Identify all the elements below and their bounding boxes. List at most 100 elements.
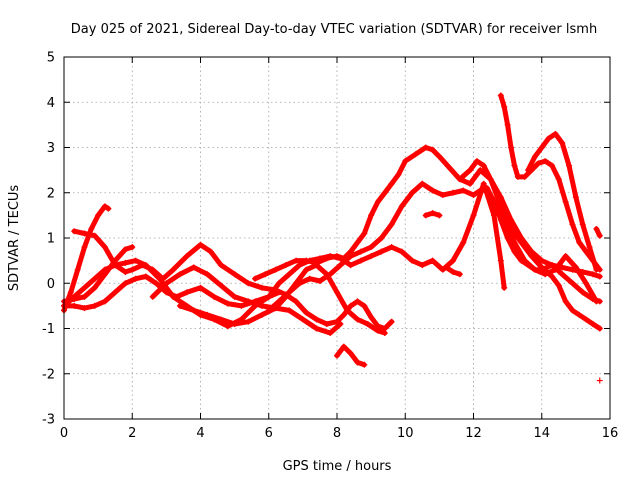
data-point <box>286 271 293 278</box>
data-point <box>296 280 303 287</box>
data-point <box>190 307 197 314</box>
data-point <box>473 158 480 165</box>
y-tick-label: 2 <box>47 186 55 201</box>
data-point <box>422 212 429 219</box>
data-point <box>548 273 555 280</box>
data-point <box>252 275 259 282</box>
data-point <box>91 232 98 239</box>
data-point <box>344 307 351 314</box>
data-point <box>555 282 562 289</box>
data-point <box>190 264 197 271</box>
data-point <box>81 305 88 312</box>
data-point <box>265 293 272 300</box>
data-point <box>398 248 405 255</box>
data-point <box>132 257 139 264</box>
data-point <box>368 244 375 251</box>
data-point <box>572 194 579 201</box>
y-axis-label: SDTVAR / TECUs <box>7 185 22 292</box>
data-point <box>388 221 395 228</box>
x-axis-label: GPS time / hours <box>283 459 392 474</box>
data-point <box>101 244 108 251</box>
data-point <box>71 228 78 235</box>
data-point <box>299 316 306 323</box>
data-point <box>204 311 211 318</box>
data-point <box>340 343 347 350</box>
data-point <box>531 153 538 160</box>
x-tick-label: 6 <box>265 426 273 441</box>
data-point <box>374 198 381 205</box>
data-point <box>456 271 463 278</box>
data-point <box>306 275 313 282</box>
data-point <box>316 277 323 284</box>
data-point <box>508 144 515 151</box>
y-tick-label: 4 <box>47 96 55 111</box>
data-point <box>508 225 515 232</box>
data-point <box>572 264 579 271</box>
data-point <box>303 266 310 273</box>
data-point <box>91 275 98 282</box>
data-point <box>105 205 112 212</box>
data-point <box>129 244 136 251</box>
data-point <box>450 268 457 275</box>
data-point <box>197 284 204 291</box>
data-point <box>511 162 518 169</box>
x-tick-label: 14 <box>533 426 550 441</box>
data-point <box>511 248 518 255</box>
data-point <box>286 307 293 314</box>
data-point <box>265 307 272 314</box>
data-point <box>238 302 245 309</box>
data-point <box>217 282 224 289</box>
data-point <box>101 271 108 278</box>
data-point <box>149 293 156 300</box>
data-point <box>569 221 576 228</box>
data-point <box>129 266 136 273</box>
data-point <box>562 198 569 205</box>
data-point <box>436 212 443 219</box>
data-point <box>429 257 436 264</box>
data-point <box>74 266 81 273</box>
data-point <box>211 293 218 300</box>
data-point <box>303 257 310 264</box>
data-point <box>361 361 368 368</box>
series-track-l <box>525 130 600 273</box>
data-point <box>67 289 74 296</box>
data-point <box>518 239 525 246</box>
y-tick-label: -3 <box>42 413 55 428</box>
data-point <box>183 253 190 260</box>
series-track-k <box>497 92 603 273</box>
data-point <box>467 180 474 187</box>
data-point <box>347 262 354 269</box>
data-point <box>398 203 405 210</box>
data-point <box>596 232 603 239</box>
data-point <box>149 266 156 273</box>
data-point <box>589 271 596 278</box>
data-point <box>204 271 211 278</box>
data-point <box>354 298 361 305</box>
data-point <box>347 350 354 357</box>
data-point <box>112 262 119 269</box>
data-point <box>258 284 265 291</box>
x-tick-label: 10 <box>397 426 414 441</box>
data-point <box>296 262 303 269</box>
data-point <box>450 189 457 196</box>
data-point <box>272 287 279 294</box>
data-point <box>480 162 487 169</box>
data-point <box>562 253 569 260</box>
data-point <box>91 302 98 309</box>
series-track-e <box>71 228 395 332</box>
data-point <box>368 314 375 321</box>
data-point <box>596 273 603 280</box>
data-point <box>419 180 426 187</box>
data-point <box>528 253 535 260</box>
data-point <box>593 225 600 232</box>
data-point <box>521 173 528 180</box>
data-point <box>583 248 590 255</box>
data-point <box>101 298 108 305</box>
data-point <box>576 239 583 246</box>
data-point <box>95 212 102 219</box>
series-track-i <box>265 180 600 314</box>
data-point <box>357 257 364 264</box>
data-point <box>409 189 416 196</box>
series-track-m <box>484 185 603 305</box>
